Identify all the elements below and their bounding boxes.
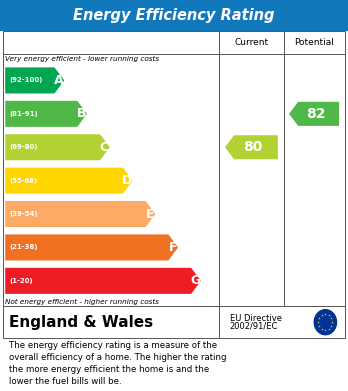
Text: England & Wales: England & Wales <box>9 315 153 330</box>
Bar <box>3 306 345 338</box>
Text: 2002/91/EC: 2002/91/EC <box>230 321 278 330</box>
Text: A: A <box>54 74 64 87</box>
Text: Very energy efficient - lower running costs: Very energy efficient - lower running co… <box>5 56 159 62</box>
Text: (39-54): (39-54) <box>9 211 38 217</box>
Text: (55-68): (55-68) <box>9 178 38 184</box>
Text: 80: 80 <box>244 140 263 154</box>
Polygon shape <box>5 235 178 260</box>
Text: E: E <box>146 208 154 221</box>
Text: Not energy efficient - higher running costs: Not energy efficient - higher running co… <box>5 299 159 305</box>
Text: EU Directive: EU Directive <box>230 314 282 323</box>
Text: D: D <box>122 174 132 187</box>
Text: Current: Current <box>234 38 269 47</box>
Text: (81-91): (81-91) <box>9 111 38 117</box>
Text: F: F <box>168 241 177 254</box>
Polygon shape <box>5 134 110 160</box>
Text: (69-80): (69-80) <box>9 144 38 150</box>
Circle shape <box>314 310 337 335</box>
Text: B: B <box>77 108 86 120</box>
Text: Energy Efficiency Rating: Energy Efficiency Rating <box>73 8 275 23</box>
Polygon shape <box>5 268 201 294</box>
Polygon shape <box>5 201 155 227</box>
Bar <box>3 31 345 306</box>
Polygon shape <box>5 67 64 93</box>
Text: 82: 82 <box>306 107 326 121</box>
Polygon shape <box>5 168 133 194</box>
Text: C: C <box>100 141 109 154</box>
Text: Potential: Potential <box>294 38 334 47</box>
Text: (21-38): (21-38) <box>9 244 38 251</box>
Text: G: G <box>190 274 201 287</box>
Text: The energy efficiency rating is a measure of the
overall efficiency of a home. T: The energy efficiency rating is a measur… <box>9 341 226 386</box>
Polygon shape <box>5 101 87 127</box>
Bar <box>0 0 348 31</box>
Text: (92-100): (92-100) <box>9 77 43 83</box>
Text: (1-20): (1-20) <box>9 278 33 284</box>
Polygon shape <box>289 102 339 126</box>
Polygon shape <box>225 135 278 159</box>
